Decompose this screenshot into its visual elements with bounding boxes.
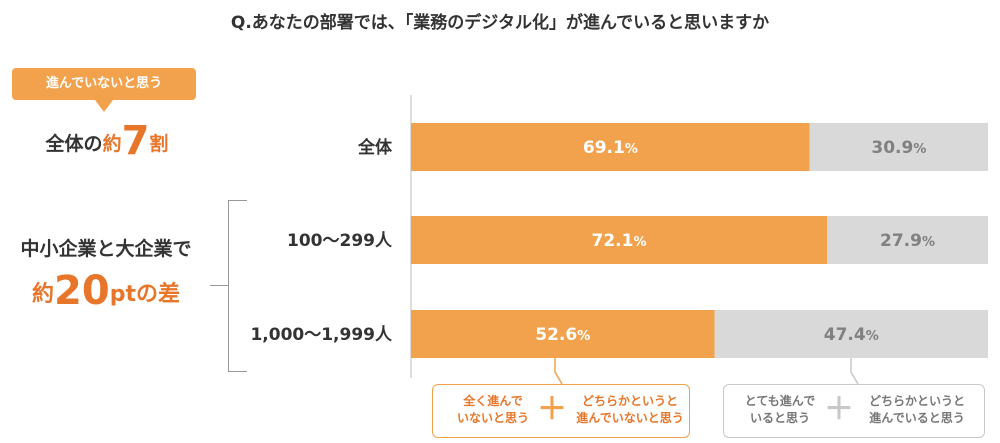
bar-1-series-1 (827, 216, 988, 264)
legend-progressing: とても進んで いると思う ＋ どちらかというと 進んでいると思う (723, 384, 985, 438)
summary-gap-post: ptの差 (109, 282, 180, 307)
summary-gap-line2: 約20ptの差 (0, 268, 212, 314)
data-label-0-series-0: 69.1% (583, 138, 638, 158)
legend-yes-left-text: とても進んで いると思う (744, 394, 816, 425)
summary-whole-em: 約 (102, 133, 122, 155)
callout-tag-arrow (95, 100, 113, 112)
summary-whole-number: 7 (121, 118, 150, 164)
legend-pointer-yes (850, 358, 859, 385)
category-label-1: 100～299人 (287, 231, 393, 251)
summary-gap-pre: 約 (32, 282, 55, 307)
comparison-bracket (228, 200, 247, 372)
data-label-0-series-1: 30.9% (871, 138, 926, 158)
summary-whole-post: 割 (149, 133, 169, 155)
category-label-0: 全体 (357, 137, 393, 158)
legend-yes-right-text: どちらかというと 進んでいると思う (868, 394, 965, 425)
data-label-2-series-1: 47.4% (824, 325, 879, 345)
bar-0-series-0 (411, 123, 810, 171)
chart-title: Q.あなたの部署では、「業務のデジタル化」が進んでいると思いますか (230, 13, 770, 33)
bar-2-series-1 (714, 310, 988, 358)
category-label-2: 1,000～1,999人 (250, 325, 393, 345)
bar-0-series-1 (809, 123, 988, 171)
legend-not-progressing: 全く進んで いないと思う ＋ どちらかというと 進んでいないと思う (432, 384, 690, 438)
legend-pointer-not (554, 358, 563, 385)
data-label-1-series-1: 27.9% (880, 231, 935, 251)
summary-whole-pre: 全体の (45, 133, 103, 155)
legend-yes-plus-icon: ＋ (824, 392, 854, 427)
bar-1-series-0 (411, 216, 828, 264)
legend-not-right-text: どちらかというと 進んでいないと思う (576, 394, 684, 425)
legend-not-left-text: 全く進んで いないと思う (456, 394, 529, 425)
summary-gap-number: 20 (54, 268, 110, 314)
bar-2-series-0 (411, 310, 715, 358)
summary-whole: 全体の約7割 (12, 118, 202, 164)
callout-tag: 進んでいないと思う (12, 68, 196, 100)
comparison-bracket-stem (210, 285, 228, 286)
summary-gap-line1: 中小企業と大企業で (20, 238, 192, 260)
legend-not-plus-icon: ＋ (537, 392, 567, 427)
data-label-2-series-0: 52.6% (535, 325, 590, 345)
data-label-1-series-0: 72.1% (592, 231, 647, 251)
bars-group: 全体 69.1% 30.9% 100～299人 72.1% 27.9% 1,000～1,99… (250, 123, 988, 358)
